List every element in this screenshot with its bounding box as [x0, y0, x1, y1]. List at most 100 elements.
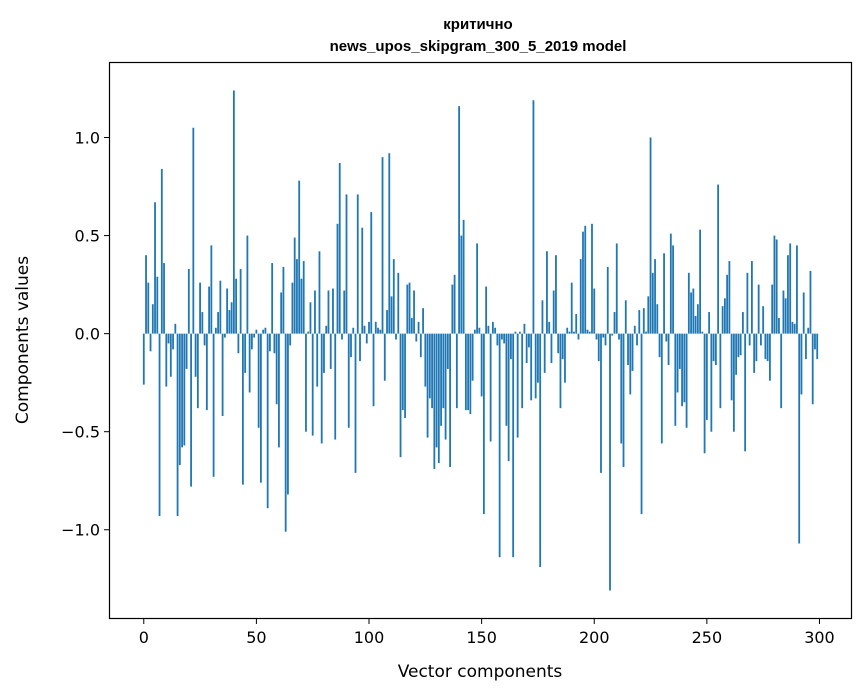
bar: [176, 333, 179, 517]
bar: [687, 272, 690, 334]
bar: [627, 333, 629, 366]
bar: [296, 259, 298, 334]
bar: [172, 333, 174, 350]
bar: [413, 290, 415, 334]
bar: [379, 329, 382, 334]
bar: [248, 333, 251, 393]
bar: [548, 321, 551, 334]
bar: [775, 239, 778, 334]
bar: [751, 261, 753, 334]
bar: [201, 312, 204, 334]
bar: [232, 90, 235, 334]
bar: [523, 323, 526, 334]
bar: [550, 333, 553, 364]
x-tick-label: 100: [354, 628, 385, 647]
bar: [343, 290, 346, 334]
bar: [415, 333, 418, 342]
bar: [737, 333, 740, 358]
bar: [329, 333, 332, 369]
bar: [449, 333, 451, 467]
bar: [440, 333, 442, 426]
bar: [287, 333, 289, 495]
bar: [802, 292, 805, 334]
bar: [300, 278, 303, 334]
bar: [732, 333, 735, 432]
y-axis-ticks: −1.0 −0.5 0.0 0.5 1.0: [61, 129, 110, 540]
bar: [782, 290, 785, 334]
bar: [473, 329, 476, 334]
bar: [618, 333, 620, 340]
bar: [178, 333, 181, 466]
bar: [496, 333, 499, 346]
bar: [235, 278, 238, 334]
bar: [482, 333, 485, 515]
bar: [561, 333, 564, 360]
bar: [669, 233, 672, 334]
bar: [708, 312, 711, 334]
x-tick-label: 300: [804, 628, 835, 647]
bar: [395, 333, 397, 340]
bar: [703, 333, 706, 454]
bar: [807, 327, 810, 334]
bar: [410, 317, 413, 334]
bar: [260, 333, 262, 483]
bar: [167, 333, 170, 344]
bar: [798, 333, 801, 544]
bar: [293, 237, 296, 334]
bar: [642, 308, 645, 334]
bar: [645, 331, 647, 334]
bar: [446, 333, 449, 369]
bar: [156, 276, 159, 334]
bar: [158, 333, 161, 517]
bar: [388, 153, 391, 334]
bar: [365, 333, 368, 344]
bar: [262, 329, 265, 334]
x-axis-label: Vector components: [398, 662, 563, 682]
bar: [163, 263, 165, 334]
bar: [212, 333, 215, 477]
bar: [307, 331, 310, 334]
bar: [570, 282, 573, 334]
bar: [678, 333, 681, 369]
bar: [142, 333, 145, 385]
bar: [214, 327, 217, 334]
bar: [219, 280, 222, 334]
bar: [604, 333, 607, 346]
bar: [435, 333, 438, 448]
bar: [793, 323, 796, 334]
bar: [584, 225, 587, 334]
bar: [588, 331, 591, 334]
bar: [467, 333, 470, 411]
bar: [773, 235, 776, 334]
bar: [208, 286, 210, 334]
bar: [631, 333, 634, 371]
bar: [566, 327, 569, 334]
bar: [649, 137, 652, 334]
bar: [712, 333, 715, 362]
bar: [579, 259, 582, 334]
bar: [489, 333, 492, 442]
bar: [532, 100, 535, 334]
bar: [525, 333, 528, 364]
bar: [521, 333, 524, 409]
bar: [512, 333, 515, 558]
bar: [278, 333, 280, 448]
bar: [721, 306, 724, 334]
bars-group: [142, 90, 819, 591]
chart-title: критично: [443, 16, 512, 33]
bar: [269, 333, 271, 352]
bar: [676, 333, 679, 393]
bar: [739, 333, 742, 356]
bar: [271, 263, 274, 334]
bar: [741, 312, 744, 334]
bar: [298, 180, 301, 334]
bar: [672, 245, 674, 334]
bar: [356, 194, 359, 334]
bar: [530, 333, 533, 401]
bar: [469, 333, 472, 415]
bar: [241, 333, 244, 485]
bar: [370, 212, 373, 334]
bar: [478, 327, 481, 334]
bar: [811, 333, 814, 405]
bar: [431, 333, 433, 409]
